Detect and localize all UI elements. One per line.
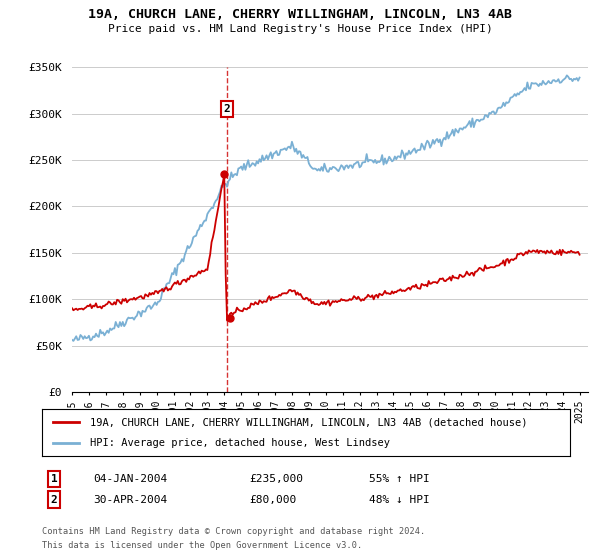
Text: 2: 2 xyxy=(223,104,230,114)
Text: £235,000: £235,000 xyxy=(249,474,303,484)
Text: 30-APR-2004: 30-APR-2004 xyxy=(93,494,167,505)
Text: 19A, CHURCH LANE, CHERRY WILLINGHAM, LINCOLN, LN3 4AB: 19A, CHURCH LANE, CHERRY WILLINGHAM, LIN… xyxy=(88,8,512,21)
Text: Price paid vs. HM Land Registry's House Price Index (HPI): Price paid vs. HM Land Registry's House … xyxy=(107,24,493,34)
Text: Contains HM Land Registry data © Crown copyright and database right 2024.: Contains HM Land Registry data © Crown c… xyxy=(42,528,425,536)
Text: HPI: Average price, detached house, West Lindsey: HPI: Average price, detached house, West… xyxy=(89,438,389,448)
Text: 19A, CHURCH LANE, CHERRY WILLINGHAM, LINCOLN, LN3 4AB (detached house): 19A, CHURCH LANE, CHERRY WILLINGHAM, LIN… xyxy=(89,417,527,427)
Text: 48% ↓ HPI: 48% ↓ HPI xyxy=(369,494,430,505)
Text: 1: 1 xyxy=(50,474,58,484)
Text: 55% ↑ HPI: 55% ↑ HPI xyxy=(369,474,430,484)
Text: This data is licensed under the Open Government Licence v3.0.: This data is licensed under the Open Gov… xyxy=(42,541,362,550)
Text: £80,000: £80,000 xyxy=(249,494,296,505)
Text: 2: 2 xyxy=(50,494,58,505)
Text: 04-JAN-2004: 04-JAN-2004 xyxy=(93,474,167,484)
